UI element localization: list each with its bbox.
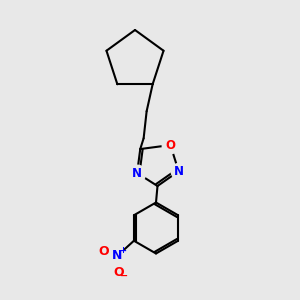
Text: −: −	[120, 271, 128, 281]
Text: O: O	[165, 139, 176, 152]
Text: N: N	[112, 249, 123, 262]
Text: O: O	[99, 245, 109, 258]
Text: N: N	[174, 165, 184, 178]
Text: N: N	[132, 167, 142, 179]
Text: O: O	[114, 266, 124, 279]
Text: +: +	[119, 246, 126, 255]
